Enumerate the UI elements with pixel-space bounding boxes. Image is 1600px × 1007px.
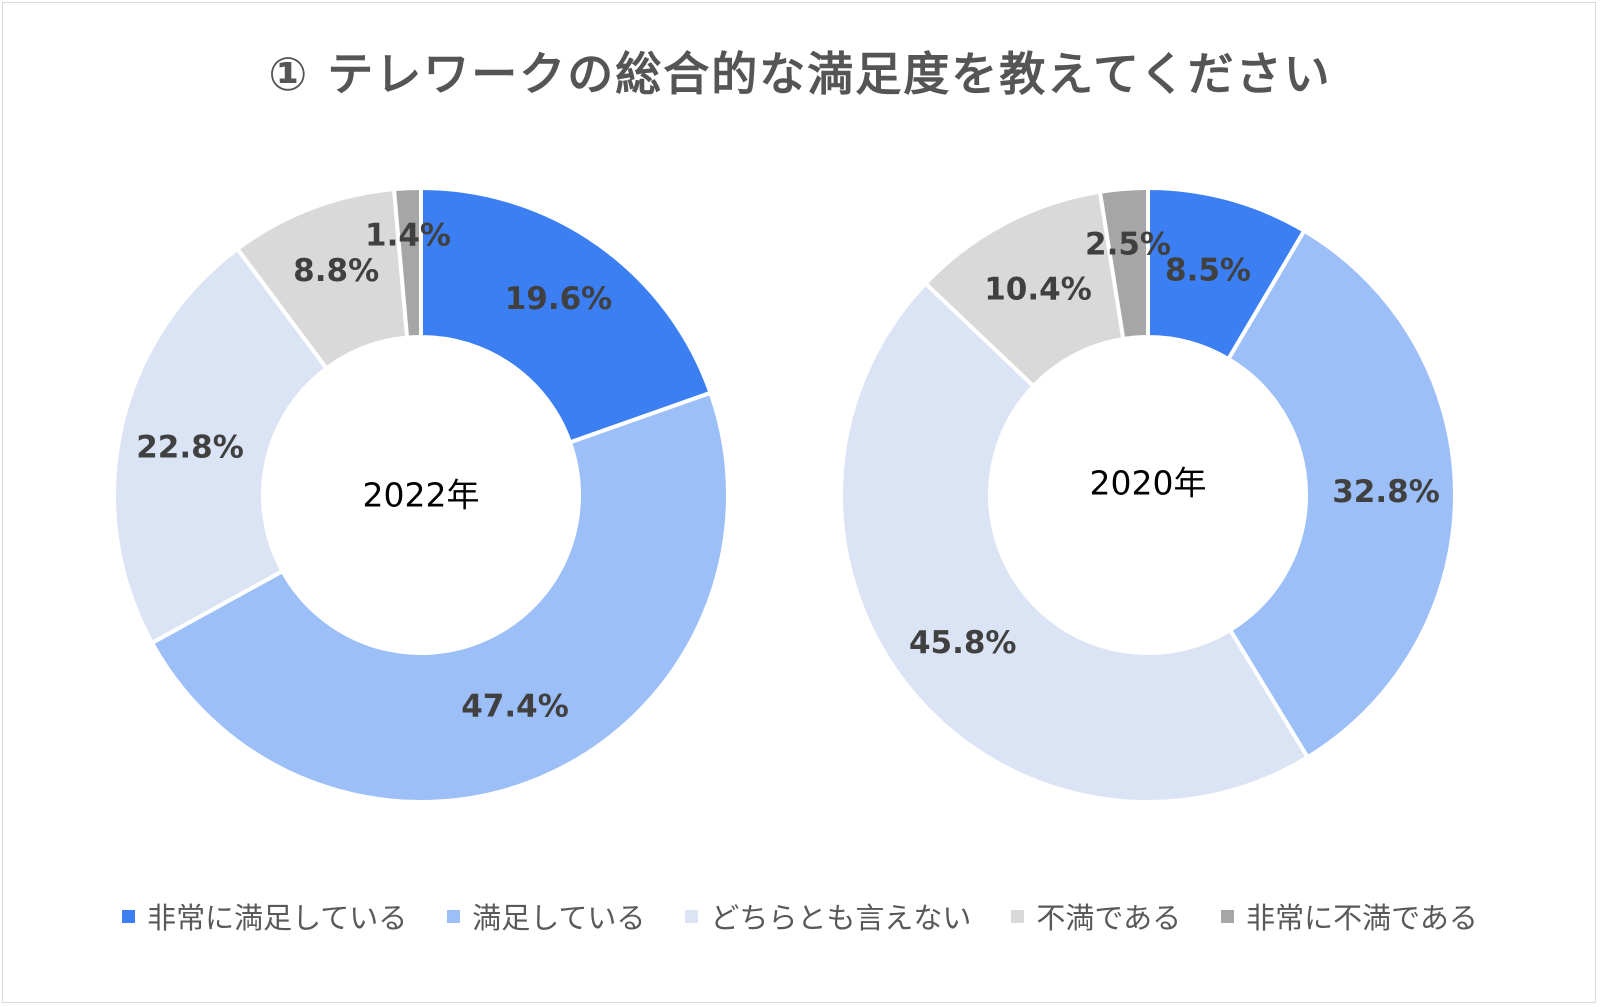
slice-data-label: 1.4% (365, 218, 451, 254)
slice-data-label: 2.5% (1085, 227, 1171, 263)
slice-data-label: 10.4% (984, 272, 1092, 308)
donut-2022: 19.6% 47.4% 22.8% 8.8%1.4% 2022年 (112, 185, 730, 804)
legend-swatch (447, 909, 461, 923)
legend-label: 満足している (472, 901, 646, 935)
donut-slice (419, 185, 714, 445)
donut-center-label: 2020年 (1090, 464, 1207, 503)
donut-slice (149, 390, 730, 804)
legend-label: どちらとも言えない (710, 901, 972, 935)
donut-slice (112, 246, 330, 646)
legend-item: 不満である (1011, 895, 1181, 937)
legend-swatch (685, 909, 699, 923)
slice-data-label: 45.8% (909, 625, 1017, 661)
legend-item: どちらとも言えない (685, 895, 971, 937)
donut-slice (1225, 228, 1457, 761)
legend-label: 非常に満足している (147, 901, 408, 935)
legend-item: 満足している (447, 895, 645, 937)
chart-legend: 非常に満足している 満足している どちらとも言えない 不満である 非常に不満であ… (0, 895, 1600, 937)
donut-slice (1097, 185, 1150, 342)
legend-label: 不満である (1036, 901, 1182, 935)
legend-item: 非常に満足している (122, 895, 407, 937)
legend-item: 非常に不満である (1221, 895, 1478, 937)
slice-data-label: 19.6% (505, 281, 613, 317)
donut-center-label: 2022年 (363, 476, 480, 515)
slice-data-label: 8.5% (1165, 253, 1251, 289)
legend-swatch (1221, 909, 1235, 923)
legend-swatch (122, 909, 136, 923)
slice-data-label: 22.8% (136, 430, 244, 466)
donut-2020: 8.5% 32.8% 45.8% 10.4% 2.5% 2020年 (839, 185, 1457, 804)
chart-title: ① テレワークの総合的な満足度を教えてください (268, 47, 1332, 101)
slice-data-label: 8.8% (293, 253, 379, 289)
slice-data-label: 47.4% (461, 689, 569, 725)
legend-label: 非常に不満である (1246, 901, 1478, 935)
donut-slice (839, 280, 1311, 804)
slice-data-label: 32.8% (1332, 474, 1440, 510)
legend-swatch (1011, 909, 1025, 923)
donut-slice (391, 185, 423, 340)
